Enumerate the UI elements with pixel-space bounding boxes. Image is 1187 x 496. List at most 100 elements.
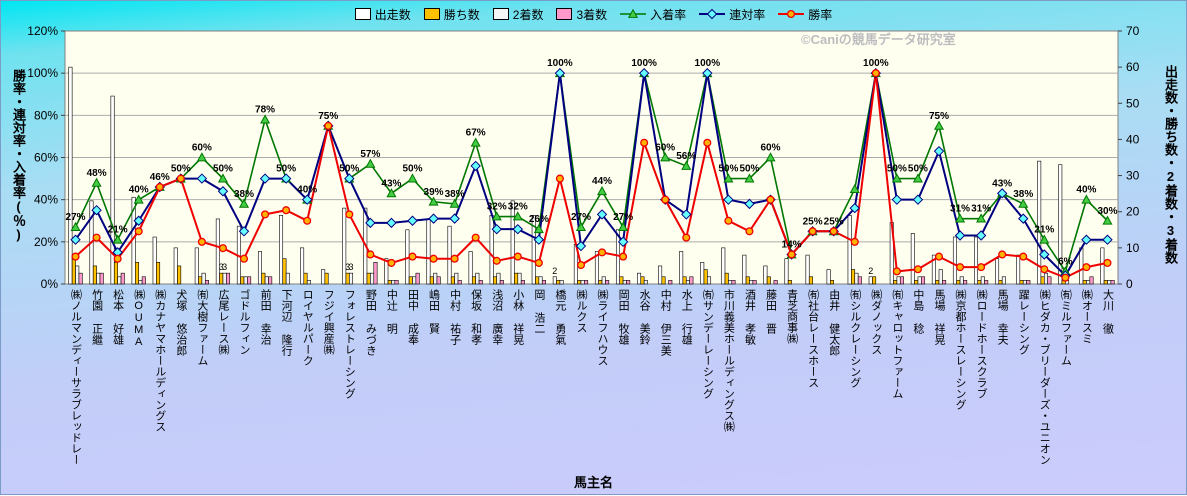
point-label: 50% <box>402 164 422 175</box>
x-axis-label: 馬場 祥晃 <box>932 289 945 345</box>
legend-label: 勝率 <box>808 7 833 22</box>
point-label: 21% <box>108 225 128 236</box>
bar-seconds <box>96 272 101 285</box>
left-axis-title: 勝率・連対率・入着率(％) <box>11 69 26 242</box>
x-axis-label: 田中 成奉 <box>406 289 419 345</box>
bar-wins <box>1019 280 1024 285</box>
bar-wins <box>303 272 308 285</box>
bar-starts <box>784 258 789 285</box>
legend: 出走数 勝ち数 2着数 3着数 入着率 連対率 勝率 <box>1 6 1186 22</box>
quinella-rate-marker <box>491 223 502 235</box>
y-right-tick-label: 60 <box>1126 60 1140 74</box>
bar-seconds <box>496 272 501 285</box>
bar-value-label: 2 <box>552 266 557 276</box>
point-label: 100% <box>547 58 573 69</box>
starts-swatch-icon <box>354 8 371 20</box>
legend-item-wins: 勝ち数 <box>423 6 480 23</box>
wins-swatch-icon <box>423 8 440 20</box>
bar-thirds <box>899 276 904 285</box>
bar-seconds <box>685 280 690 285</box>
quinella-rate-marker <box>280 173 292 184</box>
bar-value-label: 3 <box>222 262 227 272</box>
bar-wins <box>998 280 1003 285</box>
bar-thirds <box>78 272 83 285</box>
place-rate-marker <box>891 173 902 183</box>
win-rate-marker <box>998 250 1007 259</box>
win-rate-marker <box>324 121 333 130</box>
point-label: 60% <box>192 143 212 154</box>
point-label: 67% <box>466 128 486 139</box>
win-rate-marker <box>977 263 986 272</box>
y-right-tick-label: 0 <box>1126 277 1133 291</box>
bar-starts <box>658 265 663 285</box>
bar-thirds <box>689 276 694 285</box>
quinella-rate-marker <box>596 209 608 220</box>
x-axis-label: ㈱オースミ <box>1080 289 1093 344</box>
bar-wins <box>1040 276 1045 285</box>
place-rate-marker <box>723 173 734 183</box>
x-axis-label: ㈲ミルファーム <box>1059 289 1072 366</box>
win-rate-marker-icon <box>778 8 805 20</box>
bar-thirds <box>457 280 462 285</box>
bar-seconds <box>707 276 712 285</box>
point-label: 38% <box>234 189 254 200</box>
quinella-rate-marker <box>1039 249 1050 260</box>
bar-starts <box>763 265 768 285</box>
bar-starts <box>552 276 557 285</box>
quinella-rate-marker <box>849 202 860 214</box>
bar-thirds <box>204 280 209 285</box>
bar-thirds <box>584 280 589 285</box>
point-label: 31% <box>950 204 970 215</box>
point-label: 46% <box>150 172 170 183</box>
bar-seconds <box>1001 276 1006 285</box>
win-rate-marker <box>640 138 649 147</box>
bar-starts <box>321 269 326 285</box>
win-rate-marker <box>197 237 206 246</box>
quinella-rate-marker <box>91 205 102 216</box>
place-rate-marker <box>133 194 144 204</box>
win-rate-marker <box>913 265 922 274</box>
place-rate-marker <box>260 114 271 124</box>
bar-wins <box>1103 280 1108 285</box>
y-right-tick-label: 40 <box>1126 132 1140 146</box>
place-rate-marker <box>91 177 102 187</box>
quinella-rate-marker <box>407 215 418 226</box>
quinella-rate-marker <box>702 67 713 79</box>
bar-wins <box>598 280 603 285</box>
bar-starts <box>805 254 810 285</box>
win-rate-marker <box>471 233 480 242</box>
point-label: 32% <box>487 202 507 213</box>
bar-seconds <box>517 272 522 285</box>
point-label: 56% <box>676 151 696 162</box>
y-left-tick-label: 0% <box>41 277 59 291</box>
bar-starts <box>679 251 684 285</box>
bar-thirds <box>141 276 146 285</box>
bar-value-label: 3 <box>345 262 350 272</box>
x-axis-label: ㈲シルクレーシング <box>848 289 861 388</box>
point-label: 100% <box>863 58 889 69</box>
bar-wins <box>745 276 750 285</box>
win-rate-marker <box>113 254 122 263</box>
bar-seconds <box>454 272 459 285</box>
quinella-rate-marker <box>744 198 755 210</box>
bar-starts <box>489 215 494 285</box>
bar-starts <box>447 225 452 285</box>
bar-wins <box>471 276 476 285</box>
bar-seconds <box>854 272 859 285</box>
bar-thirds <box>436 276 441 285</box>
win-rate-marker <box>1082 263 1091 272</box>
point-label: 57% <box>360 149 380 160</box>
bar-wins <box>198 276 203 285</box>
x-axis-label: 躍レーシング <box>1017 289 1030 355</box>
place-rate-marker <box>765 152 776 162</box>
point-label: 48% <box>87 168 107 179</box>
win-rate-marker <box>92 233 101 242</box>
win-rate-marker <box>597 248 607 257</box>
bar-seconds <box>538 276 543 285</box>
bar-starts <box>826 269 831 285</box>
bar-thirds <box>752 280 757 285</box>
win-rate-marker <box>1103 258 1112 267</box>
bar-wins <box>661 276 666 285</box>
x-axis-label: 竹園 正繼 <box>90 289 103 345</box>
